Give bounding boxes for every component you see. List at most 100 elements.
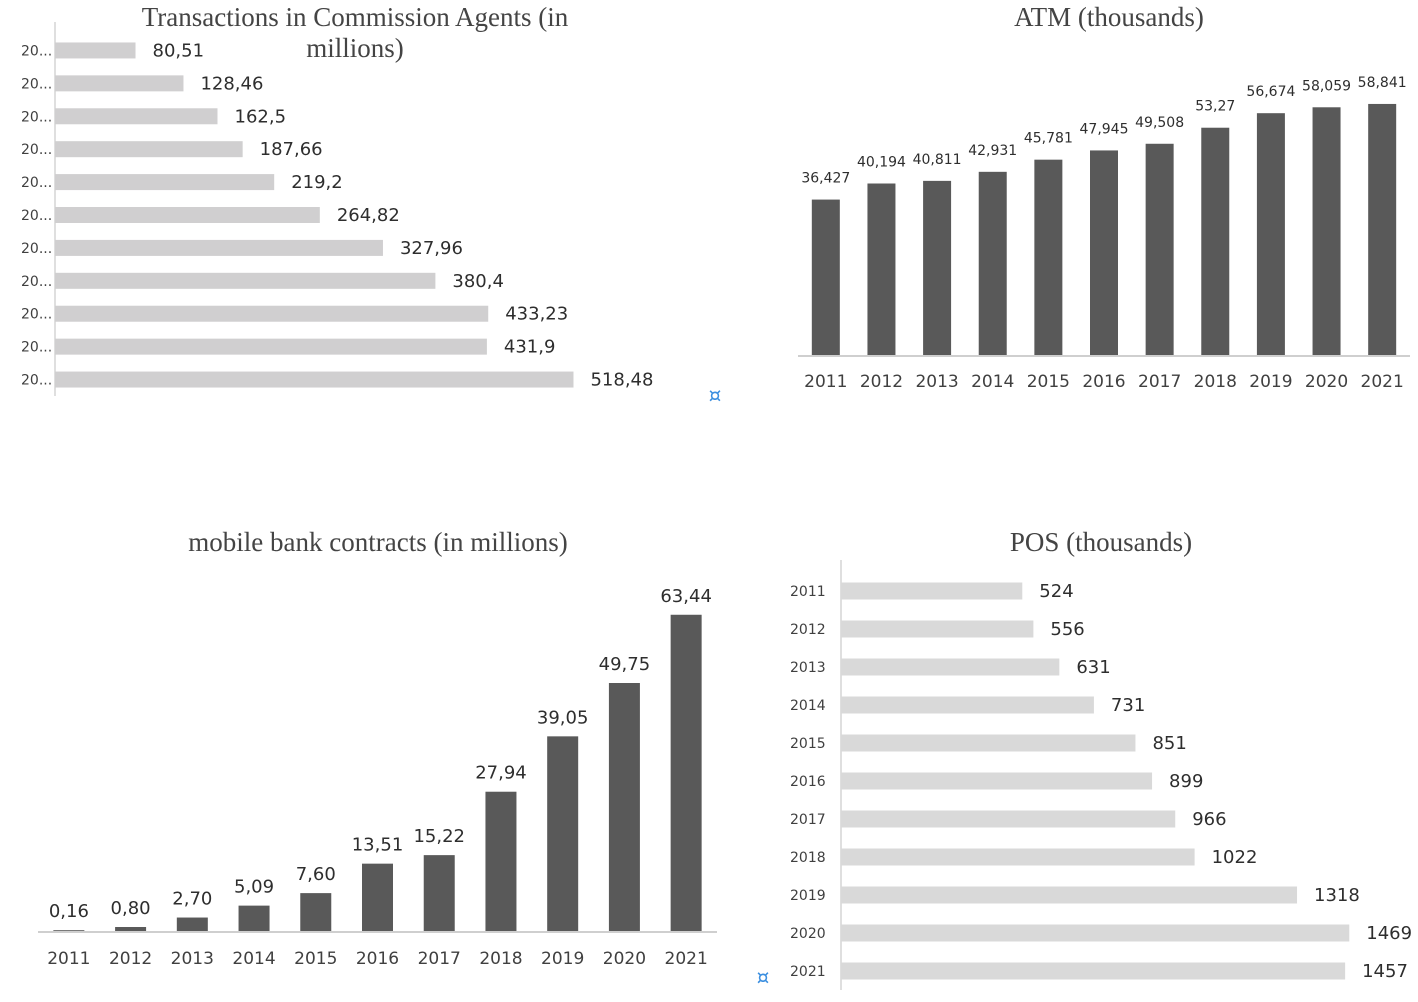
mobile-data-label: 49,75 [599,654,651,675]
mobile-category-label: 2015 [294,949,337,969]
agents-data-label: 380,4 [452,271,504,292]
agents-category-label: 20... [21,373,52,389]
agents-bar [55,371,574,388]
atm-bar [867,183,896,355]
agents-data-label: 219,2 [291,172,343,193]
mobile-bar [115,927,147,931]
agents-data-label: 80,51 [153,40,205,61]
agents-category-label: 20... [21,241,52,257]
mobile-category-label: 2018 [479,949,522,969]
mobile-data-label: 63,44 [660,586,712,607]
pos-bar [841,734,1136,752]
agents-data-label: 162,5 [235,106,287,127]
atm-data-label: 40,811 [913,152,962,168]
mobile-category-label: 2014 [232,949,275,969]
atm-title: ATM (thousands) [1014,2,1204,32]
agents-bar [55,108,218,125]
atm-data-label: 49,508 [1135,115,1184,131]
atm-bar [1090,150,1118,355]
pos-data-label: 731 [1111,695,1145,716]
mobile-bar [547,736,579,931]
chart-agents: Transactions in Commission Agents (in mi… [0,0,730,420]
pos-category-label: 2011 [790,584,826,600]
mobile-category-label: 2021 [665,949,708,969]
mobile-chart-svg: mobile bank contracts (in millions) 0,16… [38,527,717,969]
atm-category-label: 2011 [804,372,847,392]
mobile-category-label: 2019 [541,949,584,969]
agents-data-label: 518,48 [590,370,653,391]
mobile-bar [362,863,393,931]
atm-bar [1034,159,1063,355]
agents-title-line-2: millions) [306,33,404,63]
agents-bar [55,207,320,223]
pos-bar [841,924,1350,942]
agents-bar [55,239,383,256]
mobile-category-label: 2011 [47,949,90,969]
atm-data-label: 40,194 [857,155,906,171]
atm-data-label: 58,059 [1302,78,1351,94]
pos-bar [841,696,1094,714]
pos-data-label: 899 [1169,771,1203,792]
mobile-category-label: 2016 [356,949,399,969]
mobile-category-label: 2020 [603,949,646,969]
atm-bar [978,171,1007,355]
pos-bar [841,772,1153,790]
mobile-data-label: 0,80 [111,898,151,919]
chart-mobile: mobile bank contracts (in millions) 0,16… [0,520,730,1002]
pos-bar [841,886,1298,904]
atm-category-label: 2021 [1361,372,1404,392]
agents-bar [55,75,184,92]
mobile-bar [670,614,702,931]
atm-category-label: 2012 [860,372,903,392]
mobile-bar [53,930,85,931]
atm-category-label: 2016 [1082,372,1125,392]
pos-category-label: 2017 [790,812,826,828]
pos-data-label: 556 [1050,619,1084,640]
pos-chart-svg: POS (thousands) ¤ 524 2011 556 2012 631 2013 7… [757,527,1412,990]
atm-bar [923,180,952,355]
mobile-bar [238,905,270,931]
atm-category-label: 2020 [1305,372,1348,392]
agents-category-label: 20... [21,307,52,323]
pos-data-label: 1469 [1366,923,1412,944]
mobile-data-label: 7,60 [296,864,336,885]
agents-bar [55,42,136,59]
mobile-data-label: 0,16 [49,901,89,922]
pos-category-label: 2013 [790,660,826,676]
agents-bar [55,174,275,191]
agents-category-label: 20... [21,142,52,158]
agents-category-label: 20... [21,76,52,92]
atm-data-label: 42,931 [968,143,1017,159]
chart-marker-icon[interactable]: ¤ [709,383,722,407]
pos-category-label: 2020 [790,926,826,942]
agents-chart-svg: Transactions in Commission Agents (in mi… [21,2,722,407]
mobile-bar [176,917,208,931]
mobile-category-label: 2013 [171,949,214,969]
pos-bar [841,658,1060,676]
atm-category-label: 2019 [1249,372,1292,392]
mobile-data-label: 15,22 [413,826,465,847]
mobile-bar [485,791,517,931]
pos-data-label: 631 [1076,657,1110,678]
pos-bar [841,582,1023,600]
atm-category-label: 2017 [1138,372,1181,392]
pos-data-label: 1318 [1314,885,1360,906]
atm-bar [811,199,840,355]
chart-pos: POS (thousands) ¤ 524 2011 556 2012 631 2013 7… [730,520,1418,1002]
atm-data-label: 45,781 [1024,131,1073,147]
atm-bar [1145,143,1174,355]
chart-marker-icon[interactable]: ¤ [757,965,770,989]
pos-category-label: 2019 [790,888,826,904]
pos-data-label: 1022 [1212,847,1258,868]
pos-category-label: 2018 [790,850,826,866]
mobile-category-label: 2017 [418,949,461,969]
agents-category-label: 20... [21,109,52,125]
agents-bar [55,272,436,289]
pos-data-label: 966 [1192,809,1226,830]
agents-data-label: 327,96 [400,238,463,259]
mobile-data-label: 2,70 [172,889,212,910]
pos-data-label: 1457 [1362,961,1408,982]
atm-category-label: 2018 [1194,372,1237,392]
pos-category-label: 2014 [790,698,826,714]
atm-bar [1312,107,1341,355]
